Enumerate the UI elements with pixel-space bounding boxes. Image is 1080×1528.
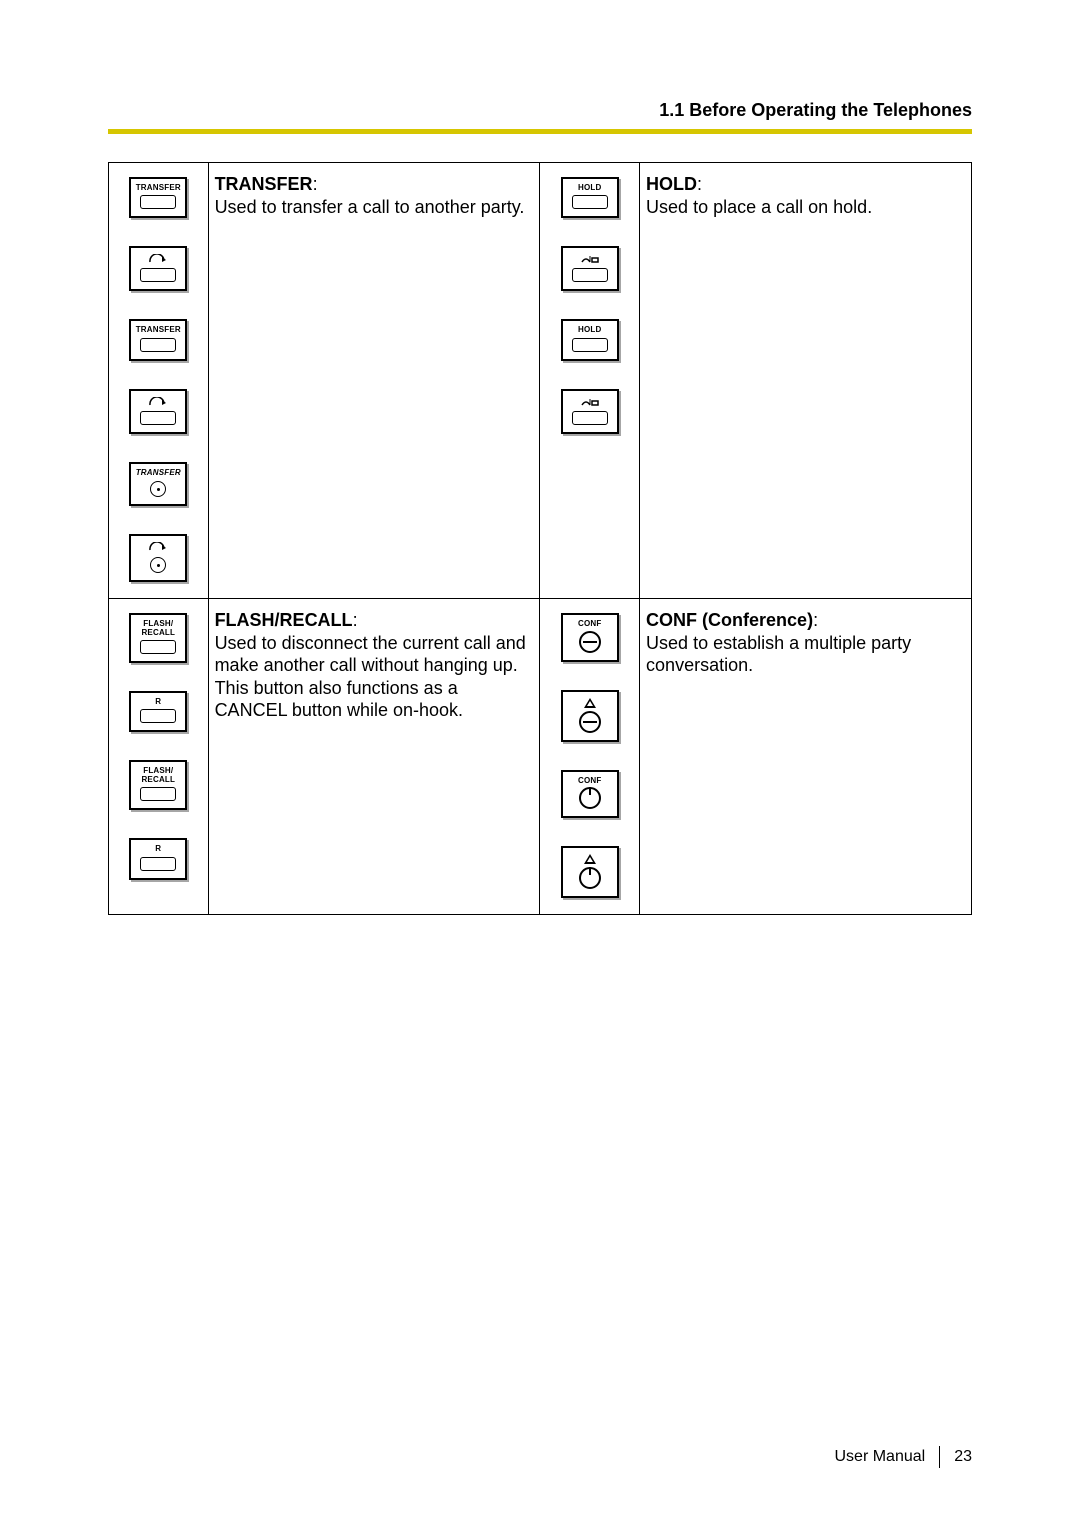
hold-icons-cell: HOLD HOLD — [540, 163, 640, 599]
phone-button-icon: HOLD — [561, 319, 619, 360]
phone-button-icon: TRANSFER — [129, 177, 187, 218]
hold-icon — [580, 396, 600, 408]
key-shape-icon — [140, 195, 176, 209]
phone-button-icon — [561, 389, 619, 434]
transfer-body: Used to transfer a call to another party… — [215, 197, 525, 217]
phone-button-label: HOLD — [578, 184, 601, 192]
transfer-icon — [149, 253, 167, 265]
footer-page: 23 — [954, 1448, 972, 1466]
phone-button-label: CONF — [578, 620, 601, 628]
phone-button-icon: R — [129, 691, 187, 732]
phone-button-label: CONF — [578, 777, 601, 785]
key-shape-icon — [572, 411, 608, 425]
phone-button-icon: HOLD — [561, 177, 619, 218]
phone-button-icon — [561, 690, 619, 742]
section-header: 1.1 Before Operating the Telephones — [108, 100, 972, 129]
phone-button-label: TRANSFER — [136, 326, 181, 334]
key-shape-icon — [140, 268, 176, 282]
phone-button-icon — [129, 246, 187, 291]
conf-title: CONF (Conference) — [646, 610, 813, 630]
phone-button-icon: R — [129, 838, 187, 879]
phone-button-icon: CONF — [561, 770, 619, 818]
key-shape-icon — [140, 338, 176, 352]
footer-doc: User Manual — [835, 1448, 926, 1466]
phone-button-icon — [129, 389, 187, 434]
header-rule — [108, 129, 972, 134]
round-button-icon — [150, 481, 166, 497]
phone-button-label: FLASH/ RECALL — [141, 767, 175, 784]
phone-button-icon: TRANSFER — [129, 462, 187, 506]
key-shape-icon — [572, 338, 608, 352]
key-shape-icon — [140, 640, 176, 654]
phone-button-icon — [129, 534, 187, 582]
triangle-icon — [584, 853, 596, 865]
hold-title: HOLD — [646, 174, 697, 194]
transfer-icons-cell: TRANSFER TRANSFER TRANSFER — [109, 163, 209, 599]
flash-body: Used to disconnect the current call and … — [215, 633, 526, 721]
conference-split-icon — [579, 631, 601, 653]
key-shape-icon — [140, 787, 176, 801]
hold-desc-cell: HOLD: Used to place a call on hold. — [640, 163, 972, 599]
phone-button-icon — [561, 846, 619, 898]
flash-desc-cell: FLASH/RECALL: Used to disconnect the cur… — [208, 599, 540, 915]
phone-button-icon: TRANSFER — [129, 319, 187, 360]
conf-desc-cell: CONF (Conference): Used to establish a m… — [640, 599, 972, 915]
footer-separator — [939, 1446, 940, 1468]
phone-button-label: HOLD — [578, 326, 601, 334]
transfer-title: TRANSFER — [215, 174, 313, 194]
phone-button-label: TRANSFER — [136, 469, 181, 477]
transfer-desc-cell: TRANSFER: Used to transfer a call to ano… — [208, 163, 540, 599]
round-button-icon — [150, 557, 166, 573]
page-footer: User Manual 23 — [835, 1446, 973, 1468]
conf-icons-cell: CONF CONF — [540, 599, 640, 915]
key-shape-icon — [140, 411, 176, 425]
triangle-icon — [584, 697, 596, 709]
key-shape-icon — [572, 268, 608, 282]
key-shape-icon — [140, 709, 176, 723]
round-notch-button-icon — [579, 867, 601, 889]
transfer-icon — [149, 541, 167, 553]
key-shape-icon — [140, 857, 176, 871]
round-notch-button-icon — [579, 787, 601, 809]
phone-button-icon: CONF — [561, 613, 619, 661]
phone-button-icon: FLASH/ RECALL — [129, 613, 187, 663]
button-reference-table: TRANSFER TRANSFER TRANSFER TRANSFER: Used … — [108, 162, 972, 915]
phone-button-icon: FLASH/ RECALL — [129, 760, 187, 810]
conf-body: Used to establish a multiple party conve… — [646, 633, 911, 676]
flash-icons-cell: FLASH/ RECALL R FLASH/ RECALL R — [109, 599, 209, 915]
phone-button-label: R — [155, 845, 161, 853]
phone-button-icon — [561, 246, 619, 291]
conference-split-icon — [579, 711, 601, 733]
phone-button-label: FLASH/ RECALL — [141, 620, 175, 637]
key-shape-icon — [572, 195, 608, 209]
hold-icon — [580, 253, 600, 265]
flash-title: FLASH/RECALL — [215, 610, 353, 630]
transfer-icon — [149, 396, 167, 408]
manual-page: 1.1 Before Operating the Telephones TRAN… — [0, 0, 1080, 1528]
hold-body: Used to place a call on hold. — [646, 197, 872, 217]
phone-button-label: TRANSFER — [136, 184, 181, 192]
phone-button-label: R — [155, 698, 161, 706]
